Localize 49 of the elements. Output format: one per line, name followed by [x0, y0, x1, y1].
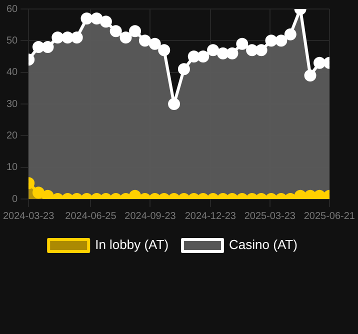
point [314, 190, 326, 199]
point [168, 98, 180, 110]
point [216, 47, 229, 60]
x-tick-label: 2024-09-23 [124, 210, 176, 222]
point [188, 50, 200, 62]
point [32, 41, 44, 53]
point [178, 63, 190, 76]
point [129, 25, 142, 38]
point [226, 47, 238, 60]
point [148, 38, 161, 50]
y-tick-label: 10 [6, 162, 18, 174]
point [138, 34, 151, 47]
point [120, 32, 132, 44]
legend-label: In lobby (AT) [95, 237, 169, 252]
y-tick-label: 40 [6, 67, 18, 78]
point [294, 190, 306, 199]
y-tick-label: 20 [6, 130, 18, 142]
y-tick-label: 60 [6, 4, 18, 15]
point [207, 44, 220, 56]
point [197, 50, 210, 62]
legend-label: Casino (AT) [229, 237, 298, 252]
x-tick-label: 2024-03-23 [3, 210, 55, 222]
y-tick-label: 30 [6, 98, 18, 110]
point [314, 56, 326, 69]
point [70, 32, 83, 44]
point [90, 12, 103, 24]
point [275, 34, 288, 47]
point [265, 34, 278, 47]
point [52, 32, 64, 44]
x-tick-label: 2025-06-21 [304, 210, 356, 222]
point [158, 44, 170, 56]
point [236, 38, 248, 50]
x-tick-label: 2024-12-23 [184, 210, 236, 222]
point [110, 25, 122, 38]
point [62, 32, 74, 44]
y-tick-label: 50 [6, 35, 18, 46]
x-tick-label: 2025-03-23 [244, 210, 296, 222]
point [42, 190, 54, 199]
y-tick-label: 0 [12, 194, 18, 205]
point [100, 16, 112, 28]
point [304, 190, 316, 199]
point [304, 70, 316, 82]
x-tick-label: 2024-06-25 [65, 210, 117, 222]
point [255, 44, 268, 56]
point [129, 190, 142, 199]
point [246, 44, 258, 56]
point [80, 12, 93, 24]
point [42, 41, 54, 53]
point [284, 28, 296, 40]
